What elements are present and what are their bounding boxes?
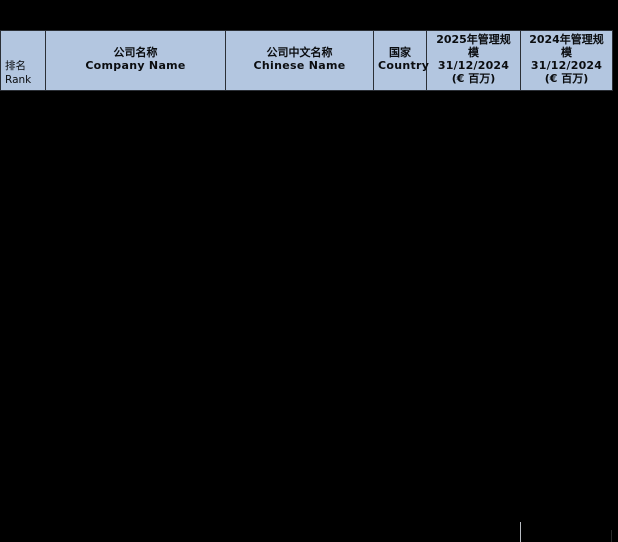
- asset-manager-ranking-table: 排名 Rank 公司名称 Company Name 公司中文名称 Chinese…: [0, 30, 613, 91]
- column-header-company-name[interactable]: 公司名称 Company Name: [45, 30, 226, 91]
- column-header-aum-2024-unit: (€ 百万): [544, 71, 589, 85]
- column-header-rank-cn: 排名: [5, 60, 26, 73]
- column-header-chinese-name[interactable]: 公司中文名称 Chinese Name: [225, 30, 374, 91]
- table-header-row: 排名 Rank 公司名称 Company Name 公司中文名称 Chinese…: [0, 30, 613, 91]
- column-header-aum-2025-unit: (€ 百万): [451, 71, 496, 85]
- column-header-aum-2024-date: 31/12/2024: [530, 58, 603, 72]
- column-header-aum-2024-cn: 2024年管理规模: [529, 33, 604, 59]
- column-header-rank-en: Rank: [5, 73, 32, 86]
- column-header-rank[interactable]: 排名 Rank: [0, 30, 46, 91]
- column-header-chinese-name-en: Chinese Name: [253, 58, 346, 72]
- table-header: 排名 Rank 公司名称 Company Name 公司中文名称 Chinese…: [0, 30, 613, 91]
- column-header-country-en: Country: [378, 58, 430, 72]
- column-header-aum-2025-cn: 2025年管理规模: [436, 33, 511, 59]
- column-header-country-cn: 国家: [389, 45, 411, 59]
- column-header-aum-2025-date: 31/12/2024: [437, 58, 510, 72]
- column-header-aum-2025[interactable]: 2025年管理规模 31/12/2024 (€ 百万): [426, 30, 521, 91]
- table-edge-rule-tail: [611, 530, 612, 542]
- column-header-country[interactable]: 国家 Country: [373, 30, 430, 91]
- column-header-company-name-en: Company Name: [85, 58, 186, 72]
- column-header-chinese-name-cn: 公司中文名称: [266, 45, 333, 59]
- column-header-company-name-cn: 公司名称: [113, 45, 158, 59]
- column-rule-tail: [520, 522, 521, 542]
- column-header-aum-2024[interactable]: 2024年管理规模 31/12/2024 (€ 百万): [520, 30, 613, 91]
